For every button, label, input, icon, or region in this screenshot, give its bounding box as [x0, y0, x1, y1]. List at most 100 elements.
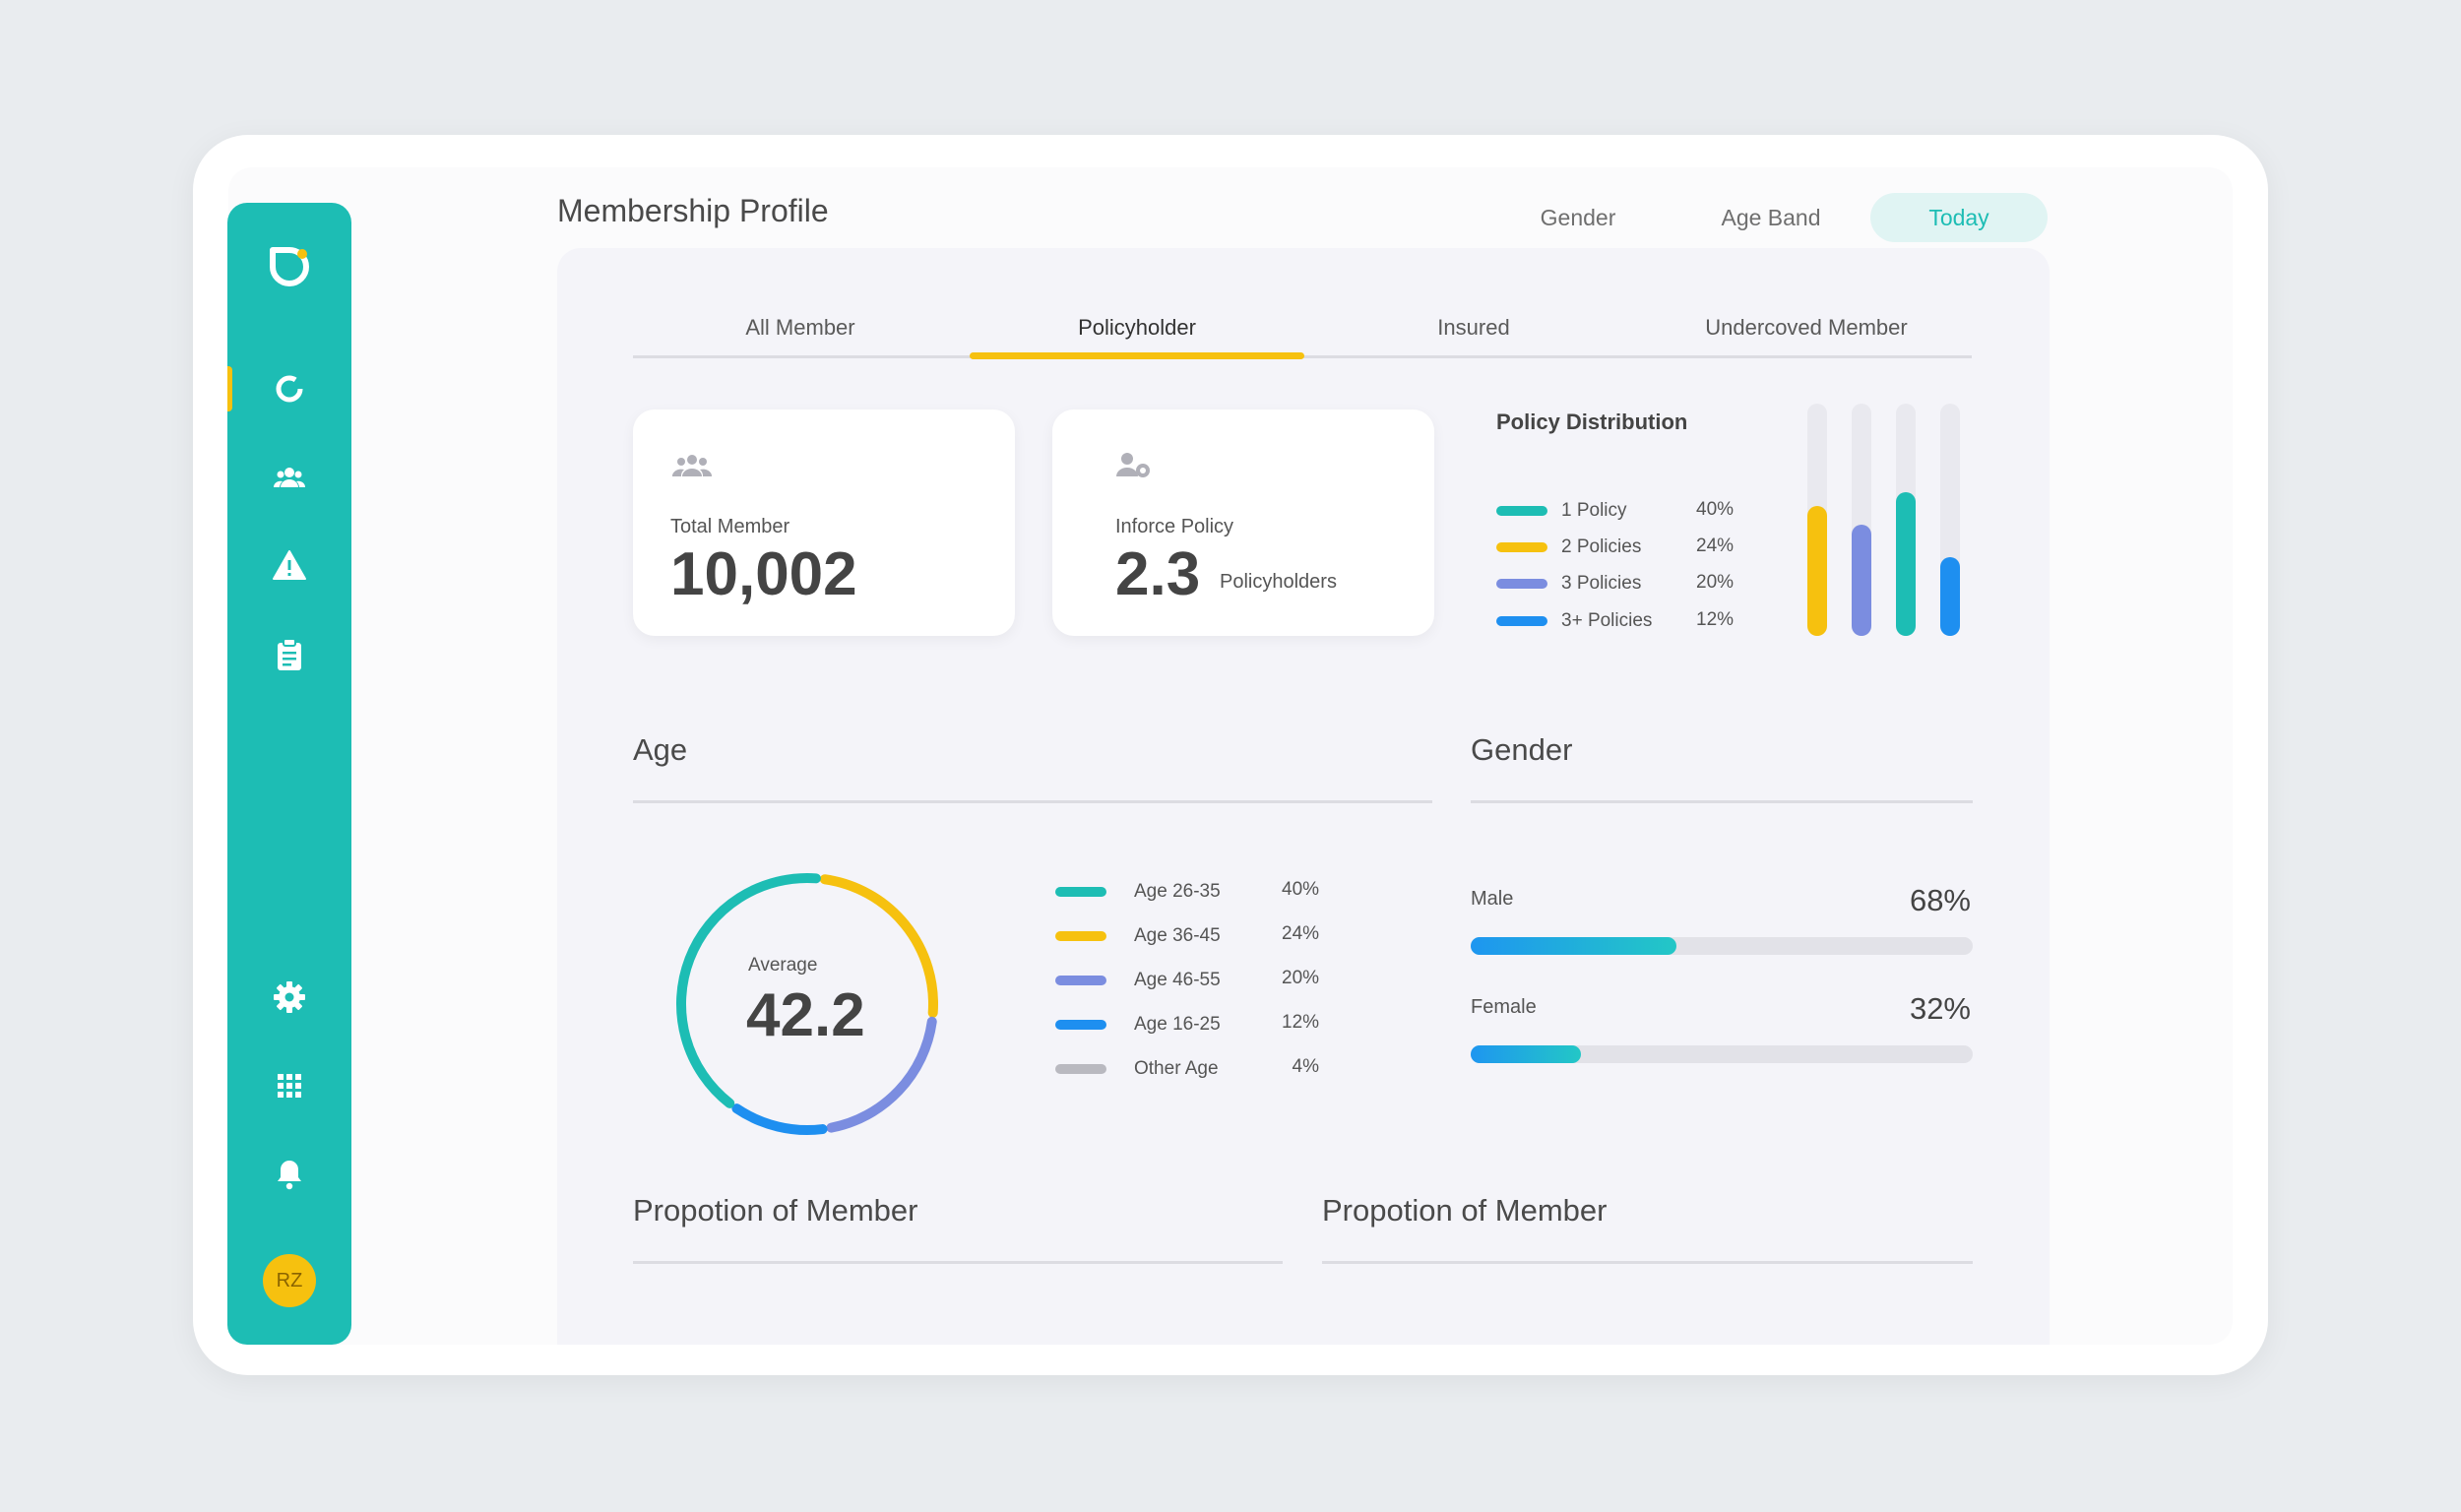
gender-female-label: Female — [1471, 996, 1537, 1018]
sidebar-item-reports[interactable] — [227, 620, 351, 689]
age-legend-label: Age 36-45 — [1134, 925, 1221, 946]
pd-legend-item: 3 Policies — [1496, 572, 1641, 596]
age-legend-pct: 20% — [1282, 968, 1320, 988]
dashboard-ring-icon — [276, 375, 303, 403]
policy-bar-track — [1807, 404, 1827, 636]
gear-icon — [274, 981, 305, 1013]
pd-legend-pct: 24% — [1696, 536, 1735, 556]
member-type-tabs: All Member Policyholder Insured Undercov… — [633, 305, 1972, 359]
donut-slice-age-16-25 — [731, 1103, 828, 1135]
age-section-divider — [633, 800, 1432, 803]
age-legend-item: Age 16-25 — [1055, 1012, 1221, 1038]
gender-male-bar-fill — [1471, 937, 1676, 955]
sidebar-item-apps[interactable] — [227, 1051, 351, 1120]
sidebar: RZ — [227, 203, 351, 1345]
average-age-value: 42.2 — [746, 981, 865, 1049]
legend-swatch — [1496, 579, 1547, 589]
pd-legend-label: 3+ Policies — [1561, 610, 1653, 631]
subtab-insured[interactable]: Insured — [1437, 315, 1510, 340]
age-legend-pct: 24% — [1282, 923, 1320, 944]
gender-female-bar — [1471, 1045, 1973, 1063]
inforce-policy-value: 2.3 — [1115, 540, 1201, 608]
proportion-right-title: Propotion of Member — [1322, 1193, 1608, 1228]
apps-grid-icon — [278, 1074, 301, 1098]
user-avatar[interactable]: RZ — [263, 1254, 316, 1307]
policy-distribution-title: Policy Distribution — [1496, 410, 1688, 434]
age-legend-pct: 12% — [1282, 1012, 1320, 1033]
legend-swatch — [1055, 1064, 1106, 1074]
policy-bar-track — [1896, 404, 1916, 636]
age-donut-chart — [669, 866, 945, 1142]
gender-male-pct: 68% — [1909, 883, 1971, 917]
pd-legend-item: 3+ Policies — [1496, 609, 1652, 633]
inforce-policy-label: Inforce Policy — [1115, 516, 1234, 537]
gender-section-divider — [1471, 800, 1973, 803]
policy-bar-track — [1940, 404, 1960, 636]
gender-female-pct: 32% — [1909, 991, 1971, 1026]
age-legend-label: Other Age — [1134, 1058, 1219, 1079]
pd-legend-label: 3 Policies — [1561, 573, 1642, 594]
legend-swatch — [1055, 1020, 1106, 1030]
page-title: Membership Profile — [557, 193, 829, 228]
pd-legend-pct: 20% — [1696, 572, 1735, 593]
gender-male-label: Male — [1471, 888, 1514, 910]
pd-legend-item: 1 Policy — [1496, 499, 1627, 523]
sidebar-item-members[interactable] — [227, 443, 351, 512]
inforce-policy-card: Inforce Policy 2.3 Policyholders — [1052, 410, 1434, 636]
legend-swatch — [1055, 976, 1106, 985]
people-icon — [273, 468, 306, 487]
age-legend-pct: 40% — [1282, 879, 1320, 900]
total-member-value: 10,002 — [670, 540, 857, 608]
sidebar-item-dashboard[interactable] — [227, 354, 351, 423]
bell-icon — [278, 1161, 301, 1190]
age-section-title: Age — [633, 732, 688, 767]
donut-slice-age-46-55 — [826, 1016, 937, 1133]
age-legend-label: Age 46-55 — [1134, 970, 1221, 990]
pd-legend-item: 2 Policies — [1496, 536, 1641, 559]
inforce-policy-unit: Policyholders — [1220, 571, 1337, 593]
policy-bar-1-policy — [1896, 492, 1916, 636]
proportion-right-divider — [1322, 1261, 1973, 1264]
proportion-left-title: Propotion of Member — [633, 1193, 918, 1228]
active-tab-indicator — [970, 352, 1304, 359]
age-legend-label: Age 26-35 — [1134, 881, 1221, 902]
legend-swatch — [1496, 542, 1547, 552]
age-legend-item: Other Age — [1055, 1056, 1219, 1082]
age-legend-label: Age 16-25 — [1134, 1014, 1221, 1035]
top-tab-today[interactable]: Today — [1870, 193, 2048, 242]
legend-swatch — [1496, 616, 1547, 626]
total-member-label: Total Member — [670, 516, 790, 537]
policy-bar-track — [1852, 404, 1871, 636]
pd-legend-label: 2 Policies — [1561, 536, 1642, 557]
proportion-left-divider — [633, 1261, 1283, 1264]
average-age-label: Average — [748, 955, 818, 976]
age-legend-item: Age 36-45 — [1055, 923, 1221, 949]
age-legend-item: Age 26-35 — [1055, 879, 1221, 905]
gender-female-bar-fill — [1471, 1045, 1581, 1063]
pd-legend-pct: 12% — [1696, 609, 1735, 630]
legend-swatch — [1055, 931, 1106, 941]
donut-slice-age-36-45 — [819, 874, 938, 1018]
policy-bar-3-policies — [1940, 557, 1960, 636]
subtab-undercoved-member[interactable]: Undercoved Member — [1705, 315, 1908, 340]
user-settings-icon — [1116, 453, 1150, 477]
donut-slice-age-26-35 — [676, 873, 821, 1108]
pd-legend-label: 1 Policy — [1561, 500, 1627, 521]
pd-legend-pct: 40% — [1696, 499, 1735, 520]
legend-swatch — [1496, 506, 1547, 516]
subtab-all-member[interactable]: All Member — [745, 315, 855, 340]
policy-bar-2-policies — [1807, 506, 1827, 636]
app-logo-icon[interactable] — [265, 242, 314, 291]
top-tab-gender[interactable]: Gender — [1540, 204, 1616, 230]
legend-swatch — [1055, 887, 1106, 897]
sidebar-item-notifications[interactable] — [227, 1140, 351, 1209]
sidebar-item-settings[interactable] — [227, 963, 351, 1032]
gender-male-bar — [1471, 937, 1973, 955]
age-legend-pct: 4% — [1292, 1056, 1319, 1077]
sidebar-item-alerts[interactable] — [227, 532, 351, 600]
gender-section-title: Gender — [1471, 732, 1573, 767]
total-member-card: Total Member 10,002 — [633, 410, 1015, 636]
top-tab-age-band[interactable]: Age Band — [1721, 204, 1821, 230]
subtab-policyholder[interactable]: Policyholder — [1078, 315, 1196, 340]
people-icon — [671, 455, 713, 476]
